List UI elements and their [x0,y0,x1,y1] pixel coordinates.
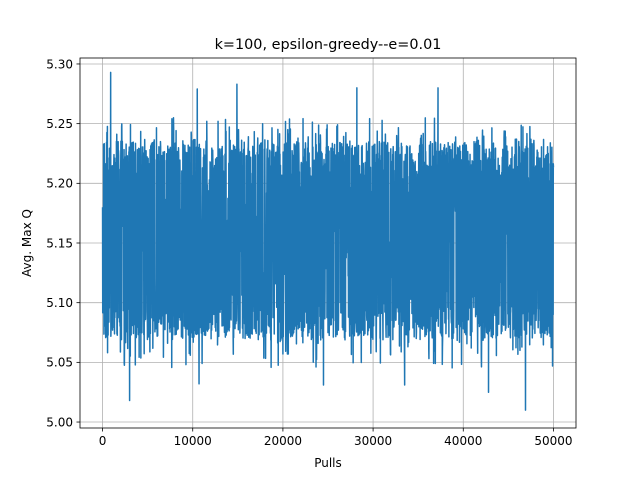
x-tick-label: 40000 [444,434,482,448]
y-tick-label: 5.20 [46,177,73,191]
chart-title: k=100, epsilon-greedy--e=0.01 [215,37,442,53]
x-tick-label: 20000 [264,434,302,448]
y-axis-ticks: 5.00 5.05 5.10 5.15 5.20 5.25 5.30 [46,57,80,429]
y-tick-label: 5.10 [46,296,73,310]
y-tick-label: 5.00 [46,415,73,429]
x-axis-ticks: 0 10000 20000 30000 40000 50000 [99,428,573,448]
y-tick-label: 5.25 [46,117,73,131]
x-axis-label: Pulls [314,456,342,470]
series-layer [101,71,555,411]
x-tick-label: 0 [99,434,107,448]
x-tick-label: 30000 [354,434,392,448]
y-axis-label: Avg. Max Q [20,209,34,277]
y-tick-label: 5.05 [46,356,73,370]
x-tick-label: 10000 [174,434,212,448]
series-line [101,71,555,411]
y-tick-label: 5.30 [46,57,73,71]
y-tick-label: 5.15 [46,236,73,250]
x-tick-label: 50000 [534,434,572,448]
